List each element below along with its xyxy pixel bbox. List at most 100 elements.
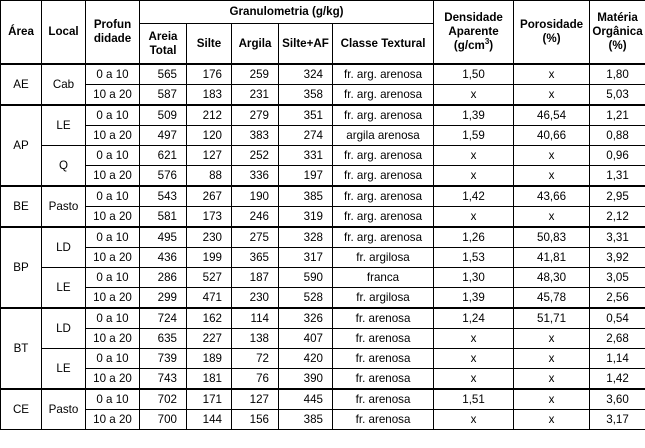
table-row: 10 a 20 581 173 246 319 fr. arg. arenosa x x 2,1…: [1, 206, 645, 228]
cell-silte-af: 324: [278, 63, 333, 85]
cell-materia-organica: 1,14: [589, 348, 645, 369]
cell-silte: 120: [186, 125, 232, 146]
header-argila: Argila: [231, 23, 279, 65]
cell-depth: 0 a 10: [85, 145, 140, 166]
cell-area: BP: [0, 226, 42, 309]
cell-porosidade: 48,30: [513, 267, 591, 288]
header-granulometria: Granulometria (g/kg): [138, 0, 435, 24]
cell-densidade: 1,39: [433, 104, 515, 126]
cell-silte-af: 528: [278, 287, 333, 309]
cell-classe-textural: fr. arg. arenosa: [331, 206, 435, 228]
cell-silte: 127: [186, 145, 232, 166]
cell-argila: 230: [231, 287, 279, 309]
cell-classe-textural: argila arenosa: [331, 125, 435, 146]
cell-silte: 144: [186, 409, 232, 430]
cell-silte: 230: [186, 226, 232, 248]
cell-argila: 252: [231, 145, 279, 166]
cell-classe-textural: franca: [331, 267, 435, 288]
header-local: Local: [41, 0, 86, 65]
cell-depth: 10 a 20: [85, 368, 140, 390]
cell-densidade: 1,30: [433, 267, 515, 288]
cell-areia-total: 700: [139, 409, 187, 430]
header-porosidade: Porosidade (%): [513, 0, 591, 65]
cell-areia-total: 565: [139, 63, 187, 85]
cell-depth: 0 a 10: [85, 348, 140, 369]
cell-local: Q: [41, 145, 86, 187]
cell-porosidade: 46,54: [513, 104, 591, 126]
cell-porosidade: x: [513, 145, 591, 166]
table-row: 10 a 20 576 88 336 197 fr. arg. arenosa x x 1,31: [1, 165, 645, 187]
cell-depth: 0 a 10: [85, 63, 140, 85]
cell-silte-af: 407: [278, 328, 333, 349]
cell-silte: 267: [186, 185, 232, 207]
cell-silte: 527: [186, 267, 232, 288]
cell-densidade: 1,42: [433, 185, 515, 207]
header-areia-total: Areia Total: [139, 23, 187, 65]
cell-areia-total: 543: [139, 185, 187, 207]
cell-porosidade: x: [513, 409, 591, 430]
table-row: 10 a 20 587 183 231 358 fr. arg. arenosa x x 5,0…: [1, 84, 645, 106]
cell-argila: 259: [231, 63, 279, 85]
cell-areia-total: 497: [139, 125, 187, 146]
cell-silte-af: 351: [278, 104, 333, 126]
cell-area: AE: [0, 63, 42, 106]
cell-argila: 156: [231, 409, 279, 430]
cell-porosidade: x: [513, 165, 591, 187]
cell-classe-textural: fr. arenosa: [331, 348, 435, 369]
table-body: AE Cab 0 a 10 565 176 259 324 fr. arg. arenosa 1…: [0, 63, 645, 430]
cell-silte: 181: [186, 368, 232, 390]
table-row: LE 0 a 10 739 189 72 420 fr. arenosa x x 1,14: [1, 348, 645, 390]
cell-materia-organica: 3,05: [589, 267, 645, 288]
table-row: 10 a 20 700 144 156 385 fr. arenosa x x 3,17: [1, 409, 645, 430]
header-materia-line1: Matéria: [597, 11, 638, 24]
table-row: BE Pasto 0 a 10 543 267 190 385 fr. arg. arenos…: [0, 185, 645, 228]
header-profundidade-line2: didade: [93, 32, 132, 45]
cell-densidade: 1,24: [433, 307, 515, 329]
cell-densidade: x: [433, 368, 515, 390]
cell-densidade: x: [433, 409, 515, 430]
cell-areia-total: 621: [139, 145, 187, 166]
cell-silte-af: 317: [278, 247, 333, 268]
cell-densidade: 1,59: [433, 125, 515, 146]
cell-classe-textural: fr. arenosa: [331, 307, 435, 329]
cell-silte-af: 385: [278, 409, 333, 430]
header-densidade-unit: (g/cm3): [453, 37, 494, 52]
cell-argila: 114: [231, 307, 279, 329]
cell-classe-textural: fr. arg. arenosa: [331, 104, 435, 126]
cell-silte: 212: [186, 104, 232, 126]
cell-depth: 0 a 10: [85, 104, 140, 126]
cell-materia-organica: 3,17: [589, 409, 645, 430]
cell-silte-af: 328: [278, 226, 333, 248]
table-row: AP LE 0 a 10 509 212 279 351 fr. arg. arenosa 1,…: [0, 104, 645, 187]
header-materia-line3: (%): [608, 39, 627, 52]
cell-porosidade: 50,83: [513, 226, 591, 248]
cell-materia-organica: 2,12: [589, 206, 645, 228]
cell-local: LE: [41, 267, 86, 309]
cell-depth: 10 a 20: [85, 84, 140, 106]
cell-silte-af: 590: [278, 267, 333, 288]
cell-silte: 471: [186, 287, 232, 309]
soil-data-table: Área Local Profun didade Granulometria (…: [0, 0, 645, 430]
cell-materia-organica: 1,21: [589, 104, 645, 126]
header-profundidade: Profun didade: [85, 0, 140, 65]
cell-argila: 275: [231, 226, 279, 248]
cell-classe-textural: fr. arg. arenosa: [331, 63, 435, 85]
cell-depth: 0 a 10: [85, 307, 140, 329]
cell-local: Pasto: [41, 185, 86, 228]
table-row: 10 a 20 299 471 230 528 fr. argilosa 1,39 45,78…: [1, 287, 645, 309]
cell-areia-total: 509: [139, 104, 187, 126]
cell-materia-organica: 2,68: [589, 328, 645, 349]
cell-classe-textural: fr. arg. arenosa: [331, 226, 435, 248]
table-row: 10 a 20 436 199 365 317 fr. argilosa 1,53 41,81…: [1, 247, 645, 268]
cell-silte-af: 358: [278, 84, 333, 106]
table-row: LE 0 a 10 286 527 187 590 franca 1,30 48,30 3,05: [1, 267, 645, 309]
cell-silte-af: 390: [278, 368, 333, 390]
cell-area: AP: [0, 104, 42, 187]
cell-densidade: x: [433, 328, 515, 349]
cell-local: Pasto: [41, 388, 86, 430]
cell-materia-organica: 1,31: [589, 165, 645, 187]
cell-silte-af: 274: [278, 125, 333, 146]
cell-areia-total: 286: [139, 267, 187, 288]
header-materia-line2: Orgânica: [592, 25, 643, 38]
table-row: AE Cab 0 a 10 565 176 259 324 fr. arg. arenosa 1…: [0, 63, 645, 106]
